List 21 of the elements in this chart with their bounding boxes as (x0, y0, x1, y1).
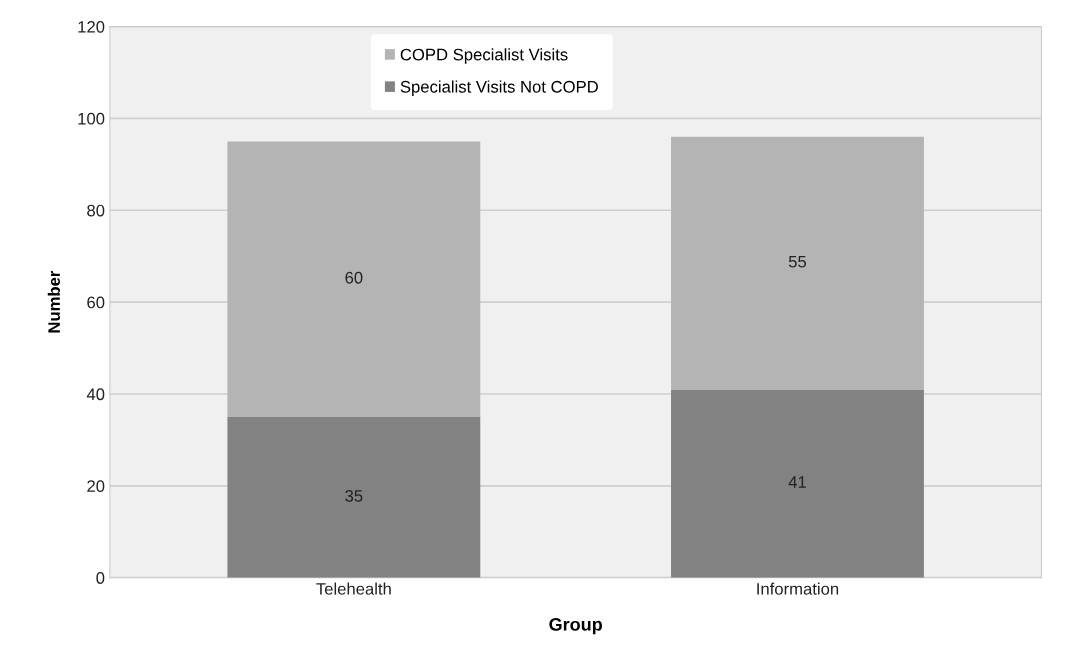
bar (227, 141, 481, 417)
x-axis-title: Group (549, 618, 602, 635)
x-tick-label: Information (757, 582, 839, 595)
y-tick-label: 20 (87, 480, 105, 493)
y-tick-label: 40 (86, 388, 105, 401)
y-axis-title: Number (47, 270, 61, 333)
bar (671, 389, 924, 578)
data-label: 41 (788, 476, 806, 488)
bar (227, 416, 481, 578)
data-label: 60 (345, 271, 363, 284)
legend-label: COPD Specialist Visits (400, 48, 568, 64)
y-tick-label: 80 (87, 204, 105, 217)
y-tick-label: 100 (78, 112, 105, 125)
legend-label: Specialist Visits Not COPD (400, 80, 598, 96)
data-label: 35 (345, 489, 363, 502)
data-label: 55 (788, 255, 807, 268)
bar (671, 136, 924, 390)
y-tick-label: 0 (96, 572, 105, 584)
y-tick-label: 60 (87, 296, 105, 309)
x-tick-label: Telehealth (316, 582, 391, 595)
y-tick-label: 120 (78, 20, 105, 33)
